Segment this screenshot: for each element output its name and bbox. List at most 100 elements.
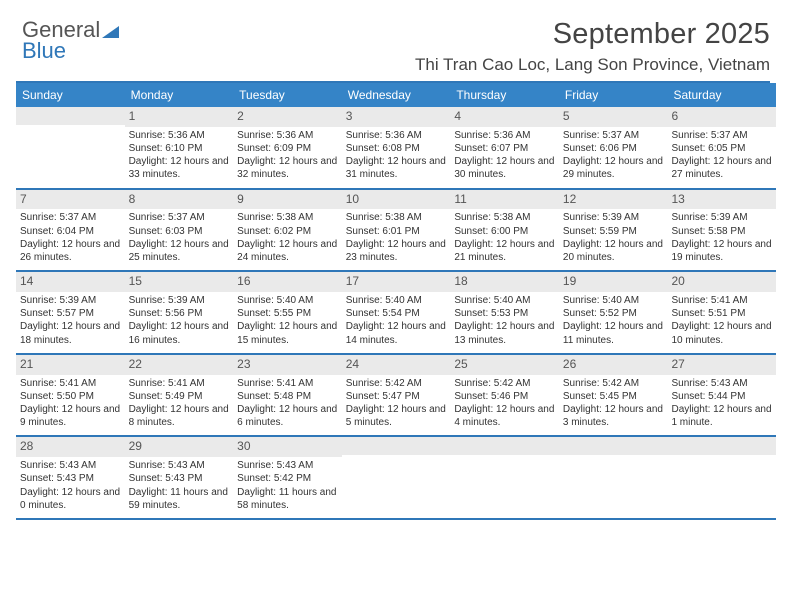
day-number: 11	[450, 190, 559, 210]
day-number: 12	[559, 190, 668, 210]
sunset-text: Sunset: 6:04 PM	[20, 225, 121, 238]
daylight-text: Daylight: 12 hours and 29 minutes.	[563, 155, 664, 181]
day-cell: 27Sunrise: 5:43 AMSunset: 5:44 PMDayligh…	[667, 355, 776, 436]
daylight-text: Daylight: 12 hours and 24 minutes.	[237, 238, 338, 264]
week-row: 7Sunrise: 5:37 AMSunset: 6:04 PMDaylight…	[16, 190, 776, 273]
day-number: 13	[667, 190, 776, 210]
dow-wednesday: Wednesday	[342, 83, 451, 107]
week-row: 28Sunrise: 5:43 AMSunset: 5:43 PMDayligh…	[16, 437, 776, 520]
sunset-text: Sunset: 5:56 PM	[129, 307, 230, 320]
daylight-text: Daylight: 12 hours and 30 minutes.	[454, 155, 555, 181]
sunset-text: Sunset: 5:52 PM	[563, 307, 664, 320]
day-number: 20	[667, 272, 776, 292]
day-number: 10	[342, 190, 451, 210]
daylight-text: Daylight: 12 hours and 32 minutes.	[237, 155, 338, 181]
sunset-text: Sunset: 5:45 PM	[563, 390, 664, 403]
daylight-text: Daylight: 12 hours and 21 minutes.	[454, 238, 555, 264]
sunrise-text: Sunrise: 5:43 AM	[671, 377, 772, 390]
sunset-text: Sunset: 6:05 PM	[671, 142, 772, 155]
sunrise-text: Sunrise: 5:36 AM	[129, 129, 230, 142]
day-number: 24	[342, 355, 451, 375]
sunset-text: Sunset: 5:44 PM	[671, 390, 772, 403]
day-cell: 14Sunrise: 5:39 AMSunset: 5:57 PMDayligh…	[16, 272, 125, 353]
day-number: 9	[233, 190, 342, 210]
sunset-text: Sunset: 6:06 PM	[563, 142, 664, 155]
day-number: 28	[16, 437, 125, 457]
day-cell: 30Sunrise: 5:43 AMSunset: 5:42 PMDayligh…	[233, 437, 342, 518]
sunrise-text: Sunrise: 5:37 AM	[20, 211, 121, 224]
sunrise-text: Sunrise: 5:40 AM	[237, 294, 338, 307]
sunset-text: Sunset: 6:03 PM	[129, 225, 230, 238]
sunset-text: Sunset: 6:00 PM	[454, 225, 555, 238]
sunset-text: Sunset: 5:49 PM	[129, 390, 230, 403]
daylight-text: Daylight: 12 hours and 26 minutes.	[20, 238, 121, 264]
dow-saturday: Saturday	[667, 83, 776, 107]
day-number	[450, 437, 559, 455]
day-number: 8	[125, 190, 234, 210]
sunrise-text: Sunrise: 5:36 AM	[346, 129, 447, 142]
day-number: 23	[233, 355, 342, 375]
sunrise-text: Sunrise: 5:39 AM	[20, 294, 121, 307]
daylight-text: Daylight: 12 hours and 6 minutes.	[237, 403, 338, 429]
sunrise-text: Sunrise: 5:41 AM	[129, 377, 230, 390]
week-row: 1Sunrise: 5:36 AMSunset: 6:10 PMDaylight…	[16, 107, 776, 190]
page-subtitle: Thi Tran Cao Loc, Lang Son Province, Vie…	[16, 55, 770, 83]
day-cell: 18Sunrise: 5:40 AMSunset: 5:53 PMDayligh…	[450, 272, 559, 353]
daylight-text: Daylight: 12 hours and 18 minutes.	[20, 320, 121, 346]
daylight-text: Daylight: 12 hours and 9 minutes.	[20, 403, 121, 429]
day-cell	[667, 437, 776, 518]
daylight-text: Daylight: 12 hours and 19 minutes.	[671, 238, 772, 264]
day-number: 14	[16, 272, 125, 292]
day-cell: 5Sunrise: 5:37 AMSunset: 6:06 PMDaylight…	[559, 107, 668, 188]
daylight-text: Daylight: 12 hours and 0 minutes.	[20, 486, 121, 512]
day-number: 1	[125, 107, 234, 127]
day-number: 16	[233, 272, 342, 292]
daylight-text: Daylight: 12 hours and 10 minutes.	[671, 320, 772, 346]
day-cell: 20Sunrise: 5:41 AMSunset: 5:51 PMDayligh…	[667, 272, 776, 353]
sunset-text: Sunset: 6:02 PM	[237, 225, 338, 238]
sunrise-text: Sunrise: 5:42 AM	[563, 377, 664, 390]
day-number: 15	[125, 272, 234, 292]
day-number	[559, 437, 668, 455]
sunset-text: Sunset: 5:50 PM	[20, 390, 121, 403]
day-cell: 3Sunrise: 5:36 AMSunset: 6:08 PMDaylight…	[342, 107, 451, 188]
day-cell: 26Sunrise: 5:42 AMSunset: 5:45 PMDayligh…	[559, 355, 668, 436]
day-cell: 10Sunrise: 5:38 AMSunset: 6:01 PMDayligh…	[342, 190, 451, 271]
sunset-text: Sunset: 5:48 PM	[237, 390, 338, 403]
sunset-text: Sunset: 5:53 PM	[454, 307, 555, 320]
day-number: 2	[233, 107, 342, 127]
day-number: 4	[450, 107, 559, 127]
day-cell	[16, 107, 125, 188]
daylight-text: Daylight: 12 hours and 33 minutes.	[129, 155, 230, 181]
day-of-week-row: Sunday Monday Tuesday Wednesday Thursday…	[16, 83, 776, 107]
day-number: 19	[559, 272, 668, 292]
daylight-text: Daylight: 12 hours and 31 minutes.	[346, 155, 447, 181]
logo-triangle-icon	[102, 25, 120, 39]
dow-tuesday: Tuesday	[233, 83, 342, 107]
daylight-text: Daylight: 12 hours and 25 minutes.	[129, 238, 230, 264]
sunset-text: Sunset: 6:10 PM	[129, 142, 230, 155]
day-number: 7	[16, 190, 125, 210]
day-cell: 23Sunrise: 5:41 AMSunset: 5:48 PMDayligh…	[233, 355, 342, 436]
day-cell: 16Sunrise: 5:40 AMSunset: 5:55 PMDayligh…	[233, 272, 342, 353]
week-row: 21Sunrise: 5:41 AMSunset: 5:50 PMDayligh…	[16, 355, 776, 438]
sunset-text: Sunset: 5:55 PM	[237, 307, 338, 320]
sunset-text: Sunset: 5:51 PM	[671, 307, 772, 320]
day-number: 17	[342, 272, 451, 292]
sunrise-text: Sunrise: 5:42 AM	[346, 377, 447, 390]
sunset-text: Sunset: 5:54 PM	[346, 307, 447, 320]
day-cell: 4Sunrise: 5:36 AMSunset: 6:07 PMDaylight…	[450, 107, 559, 188]
sunrise-text: Sunrise: 5:37 AM	[129, 211, 230, 224]
daylight-text: Daylight: 12 hours and 11 minutes.	[563, 320, 664, 346]
day-cell: 6Sunrise: 5:37 AMSunset: 6:05 PMDaylight…	[667, 107, 776, 188]
day-cell: 25Sunrise: 5:42 AMSunset: 5:46 PMDayligh…	[450, 355, 559, 436]
sunrise-text: Sunrise: 5:43 AM	[129, 459, 230, 472]
day-cell: 29Sunrise: 5:43 AMSunset: 5:43 PMDayligh…	[125, 437, 234, 518]
day-number: 3	[342, 107, 451, 127]
day-number: 5	[559, 107, 668, 127]
day-cell: 24Sunrise: 5:42 AMSunset: 5:47 PMDayligh…	[342, 355, 451, 436]
day-cell: 19Sunrise: 5:40 AMSunset: 5:52 PMDayligh…	[559, 272, 668, 353]
day-number: 27	[667, 355, 776, 375]
sunrise-text: Sunrise: 5:40 AM	[454, 294, 555, 307]
sunset-text: Sunset: 5:59 PM	[563, 225, 664, 238]
